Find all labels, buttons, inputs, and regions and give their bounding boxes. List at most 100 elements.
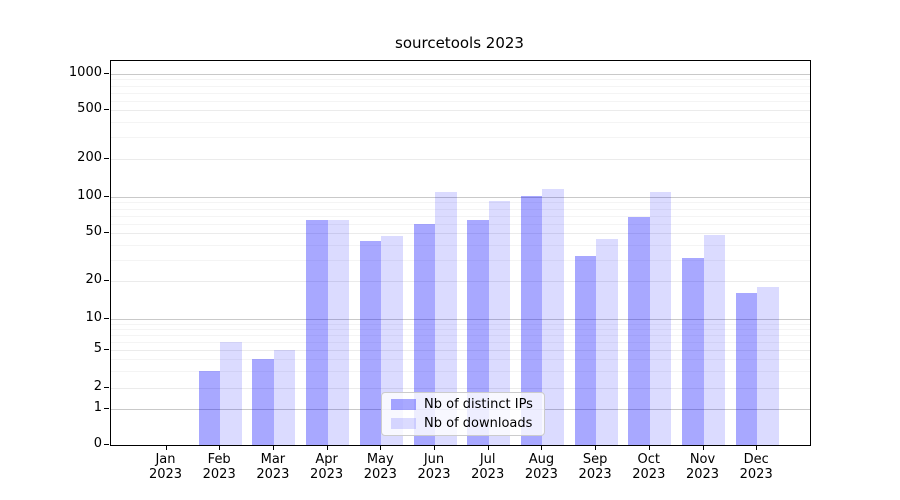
gridline-minor [111,137,810,139]
y-tick-label-0: 0 [93,436,102,451]
x-tick-year: 2023 [471,467,505,482]
gridline-minor [111,323,810,325]
x-tick-dec [756,445,758,450]
x-tick-label-apr: Apr 2023 [297,452,357,482]
x-tick-feb [219,445,221,450]
x-tick-label-nov: Nov 2023 [673,452,733,482]
bar-downloads-mar [273,350,296,445]
gridline-minor [111,328,810,330]
x-tick-year: 2023 [417,467,451,482]
x-tick-month: Dec [743,452,769,467]
gridline-minor [111,359,810,361]
x-tick-label-aug: Aug 2023 [511,452,571,482]
plot-area [110,60,811,446]
x-tick-year: 2023 [632,467,666,482]
bar-downloads-nov [703,235,725,445]
x-tick-jun [434,445,435,450]
bar-ips-sep [574,256,597,445]
x-tick-month: Oct [637,452,661,467]
y-tick-label-500: 500 [77,101,102,116]
bar-ips-nov [682,258,704,445]
x-tick-month: Jul [479,452,496,467]
gridline-minor [111,121,810,123]
bar-ips-jul [467,220,489,445]
gridline-minor [111,208,810,210]
legend: Nb of distinct IPs Nb of downloads [381,392,545,436]
gridline-minor [111,341,810,343]
x-tick-jul [487,445,489,450]
x-tick-month: Jan [155,452,176,467]
x-tick-year: 2023 [148,467,183,482]
x-tick-month: Feb [207,452,231,467]
gridline-1000 [111,74,810,75]
x-tick-label-feb: Feb 2023 [189,452,249,482]
bar-downloads-dec [757,286,779,445]
bar-ips-dec [735,293,758,445]
legend-swatch-downloads [391,418,416,429]
bar-downloads-feb [220,341,242,445]
gridline-minor [111,85,810,87]
y-tick-label-50: 50 [85,224,102,239]
y-tick-2 [104,387,109,388]
y-tick-label-1000: 1000 [68,65,102,80]
y-tick-500 [104,109,109,110]
y-tick-label-20: 20 [85,272,102,287]
legend-label-distinct-ips: Nb of distinct IPs [424,397,533,412]
gridline-minor [111,215,810,217]
legend-swatch-distinct-ips [391,399,416,410]
y-tick-label-5: 5 [93,341,102,356]
gridline-500 [111,110,810,111]
gridline-200 [111,159,810,160]
bar-ips-feb [198,371,221,445]
x-tick-year: 2023 [202,467,236,482]
bar-ips-jun [413,223,435,445]
y-tick-label-100: 100 [77,188,102,203]
y-tick-label-2: 2 [93,379,102,394]
x-tick-label-may: May 2023 [350,452,410,482]
bar-downloads-apr [327,220,350,445]
gridline-50 [111,233,810,234]
x-tick-sep [595,445,597,450]
x-tick-label-jan: Jan 2023 [136,452,196,482]
x-tick-year: 2023 [578,467,612,482]
y-tick-10 [104,318,109,319]
y-tick-5 [104,349,109,350]
bar-downloads-jun [435,191,457,445]
y-tick-50 [104,232,109,233]
legend-item-downloads: Nb of downloads [391,416,544,431]
y-tick-label-200: 200 [77,150,102,165]
gridline-2 [111,388,810,389]
y-tick-label-1: 1 [93,400,102,415]
x-tick-month: Nov [689,452,716,467]
gridline-20 [111,281,810,282]
y-tick-1 [104,408,109,409]
chart-title: sourcetools 2023 [395,34,524,52]
y-tick-1000 [104,73,109,74]
x-tick-label-dec: Dec 2023 [726,452,786,482]
x-tick-month: Sep [582,452,608,467]
gridline-minor [111,202,810,204]
x-tick-year: 2023 [256,467,290,482]
gridline-minor [111,244,810,246]
x-tick-jan [165,445,167,450]
x-tick-oct [648,445,650,450]
y-tick-100 [104,196,109,197]
gridline-5 [111,350,810,351]
y-tick-label-10: 10 [85,310,102,325]
x-tick-label-jun: Jun 2023 [404,452,464,482]
x-tick-month: Mar [260,452,286,467]
x-tick-may [380,445,382,450]
legend-item-distinct-ips: Nb of distinct IPs [391,397,544,412]
x-tick-aug [541,445,543,450]
bar-ips-oct [628,217,650,445]
legend-label-downloads: Nb of downloads [424,416,533,431]
y-tick-20 [104,280,109,281]
y-tick-200 [104,158,109,159]
gridline-minor [111,79,810,81]
gridline-100 [111,197,810,198]
x-tick-label-oct: Oct 2023 [619,452,679,482]
x-tick-year: 2023 [739,467,773,482]
x-tick-label-sep: Sep 2023 [565,452,625,482]
gridline-minor [111,223,810,225]
